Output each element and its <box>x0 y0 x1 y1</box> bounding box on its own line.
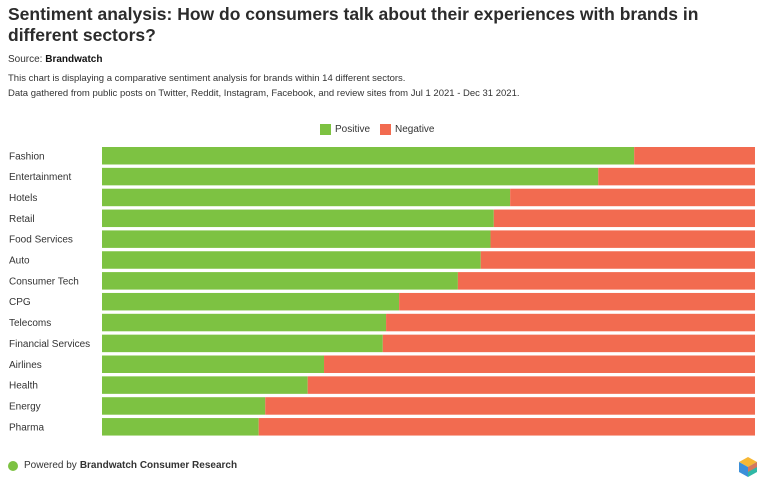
category-label-food-services: Food Services <box>9 235 73 246</box>
bar-negative-consumer-tech[interactable] <box>457 272 756 290</box>
category-label-cpg: CPG <box>9 297 31 308</box>
category-label-consumer-tech: Consumer Tech <box>9 276 79 287</box>
bar-positive-health[interactable] <box>102 376 308 394</box>
bar-negative-telecoms[interactable] <box>386 313 755 332</box>
bar-negative-auto[interactable] <box>480 251 755 269</box>
bar-negative-pharma[interactable] <box>258 418 755 436</box>
bar-negative-cpg[interactable] <box>399 292 756 311</box>
category-label-financial-services: Financial Services <box>9 339 90 350</box>
legend-swatch-positive <box>320 124 331 135</box>
category-label-retail: Retail <box>9 214 35 225</box>
description-line-2: Data gathered from public posts on Twitt… <box>8 88 520 99</box>
legend-label-negative: Negative <box>395 124 435 135</box>
bar-negative-fashion[interactable] <box>634 147 755 165</box>
legend-item-negative[interactable]: Negative <box>380 124 434 135</box>
chart-title: Sentiment analysis: How do consumers tal… <box>8 4 699 45</box>
bar-positive-energy[interactable] <box>102 397 266 415</box>
bar-positive-airlines[interactable] <box>102 355 325 374</box>
bar-positive-cpg[interactable] <box>102 292 400 311</box>
bar-positive-telecoms[interactable] <box>102 313 387 332</box>
bar-positive-hotels[interactable] <box>102 188 511 207</box>
chart-legend: Positive Negative <box>320 124 444 135</box>
source-name[interactable]: Brandwatch <box>45 54 103 65</box>
bar-negative-entertainment[interactable] <box>598 167 755 186</box>
bar-negative-food-services[interactable] <box>490 230 755 248</box>
bar-positive-fashion[interactable] <box>102 147 635 165</box>
category-label-entertainment: Entertainment <box>9 172 71 183</box>
bar-positive-food-services[interactable] <box>102 230 491 248</box>
bar-positive-auto[interactable] <box>102 251 481 269</box>
source-line: Source: Brandwatch <box>8 54 102 65</box>
chart-description: This chart is displaying a comparative s… <box>8 71 520 101</box>
bar-positive-consumer-tech[interactable] <box>102 272 458 290</box>
legend-item-positive[interactable]: Positive <box>320 124 370 135</box>
bar-negative-retail[interactable] <box>493 209 755 228</box>
category-label-airlines: Airlines <box>9 360 42 371</box>
category-label-hotels: Hotels <box>9 193 37 204</box>
category-label-telecoms: Telecoms <box>9 318 51 329</box>
brandwatch-cube-icon <box>739 457 757 477</box>
bar-positive-entertainment[interactable] <box>102 167 599 186</box>
description-line-1: This chart is displaying a comparative s… <box>8 73 406 84</box>
bar-negative-energy[interactable] <box>265 397 755 415</box>
bar-negative-hotels[interactable] <box>510 188 756 207</box>
footer-prefix: Powered by <box>24 460 77 471</box>
legend-swatch-negative <box>380 124 392 135</box>
bar-negative-airlines[interactable] <box>324 355 755 374</box>
bar-positive-retail[interactable] <box>102 209 494 228</box>
bar-negative-health[interactable] <box>307 376 755 394</box>
brand-dot-icon <box>8 460 18 471</box>
legend-label-positive: Positive <box>335 124 371 135</box>
footer-brand[interactable]: Brandwatch Consumer Research <box>79 460 238 471</box>
source-label: Source: <box>8 54 43 65</box>
bar-negative-financial-services[interactable] <box>382 334 755 353</box>
bar-positive-pharma[interactable] <box>102 418 259 436</box>
category-label-health: Health <box>9 381 38 392</box>
category-label-pharma: Pharma <box>9 422 44 433</box>
bar-positive-financial-services[interactable] <box>102 334 383 353</box>
category-label-auto: Auto <box>9 256 30 267</box>
category-label-energy: Energy <box>9 401 41 412</box>
footer: Powered by Brandwatch Consumer Research <box>8 460 237 471</box>
category-label-fashion: Fashion <box>9 151 45 162</box>
